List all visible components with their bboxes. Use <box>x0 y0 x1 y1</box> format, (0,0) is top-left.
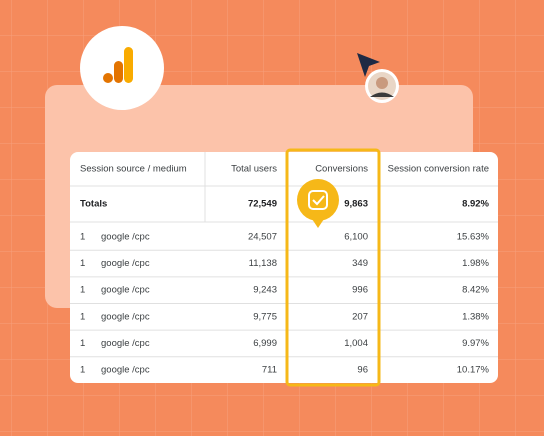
row-index: 1 <box>80 365 85 376</box>
row-index: 1 <box>80 311 85 322</box>
conversions: 349 <box>352 258 368 269</box>
row-index: 1 <box>80 232 85 243</box>
conversions: 207 <box>352 311 368 322</box>
source-medium: google /cpc <box>101 285 150 296</box>
data-table: Session source / medium Total users Conver… <box>70 152 498 376</box>
conversions: 996 <box>352 285 368 296</box>
source-medium: google /cpc <box>101 338 150 349</box>
conversions: 1,004 <box>344 338 368 349</box>
conversion-rate: 9.97% <box>462 338 489 349</box>
conversion-rate: 1.98% <box>462 258 489 269</box>
totals-users: 72,549 <box>248 199 277 210</box>
row-index: 1 <box>80 285 85 296</box>
conversions: 96 <box>357 365 368 376</box>
column-header: Conversions <box>315 164 368 175</box>
total-users: 6,999 <box>253 338 277 349</box>
totals-conversions: 9,863 <box>344 199 368 210</box>
row-index: 1 <box>80 338 85 349</box>
column-header: Session source / medium <box>80 164 187 175</box>
source-medium: google /cpc <box>101 232 150 243</box>
row-index: 1 <box>80 258 85 269</box>
total-users: 9,243 <box>253 285 277 296</box>
conversion-rate: 8.42% <box>462 285 489 296</box>
table-card <box>70 152 498 383</box>
check-badge <box>297 179 339 228</box>
totals-rate: 8.92% <box>462 199 489 210</box>
source-medium: google /cpc <box>101 365 150 376</box>
conversion-rate: 15.63% <box>457 232 490 243</box>
source-medium: google /cpc <box>101 258 150 269</box>
conversion-rate: 10.17% <box>457 365 490 376</box>
total-users: 24,507 <box>248 232 277 243</box>
totals-label: Totals <box>80 199 107 210</box>
source-medium: google /cpc <box>101 311 150 322</box>
column-header: Total users <box>231 164 277 175</box>
total-users: 9,775 <box>253 311 277 322</box>
conversions: 6,100 <box>344 232 368 243</box>
avatar <box>365 69 399 103</box>
column-header: Session conversion rate <box>388 164 489 175</box>
column-highlight <box>285 148 381 387</box>
analytics-logo <box>80 26 164 110</box>
total-users: 711 <box>262 365 277 376</box>
total-users: 11,138 <box>249 258 277 269</box>
conversion-rate: 1.38% <box>462 311 489 322</box>
cursor <box>357 53 380 77</box>
